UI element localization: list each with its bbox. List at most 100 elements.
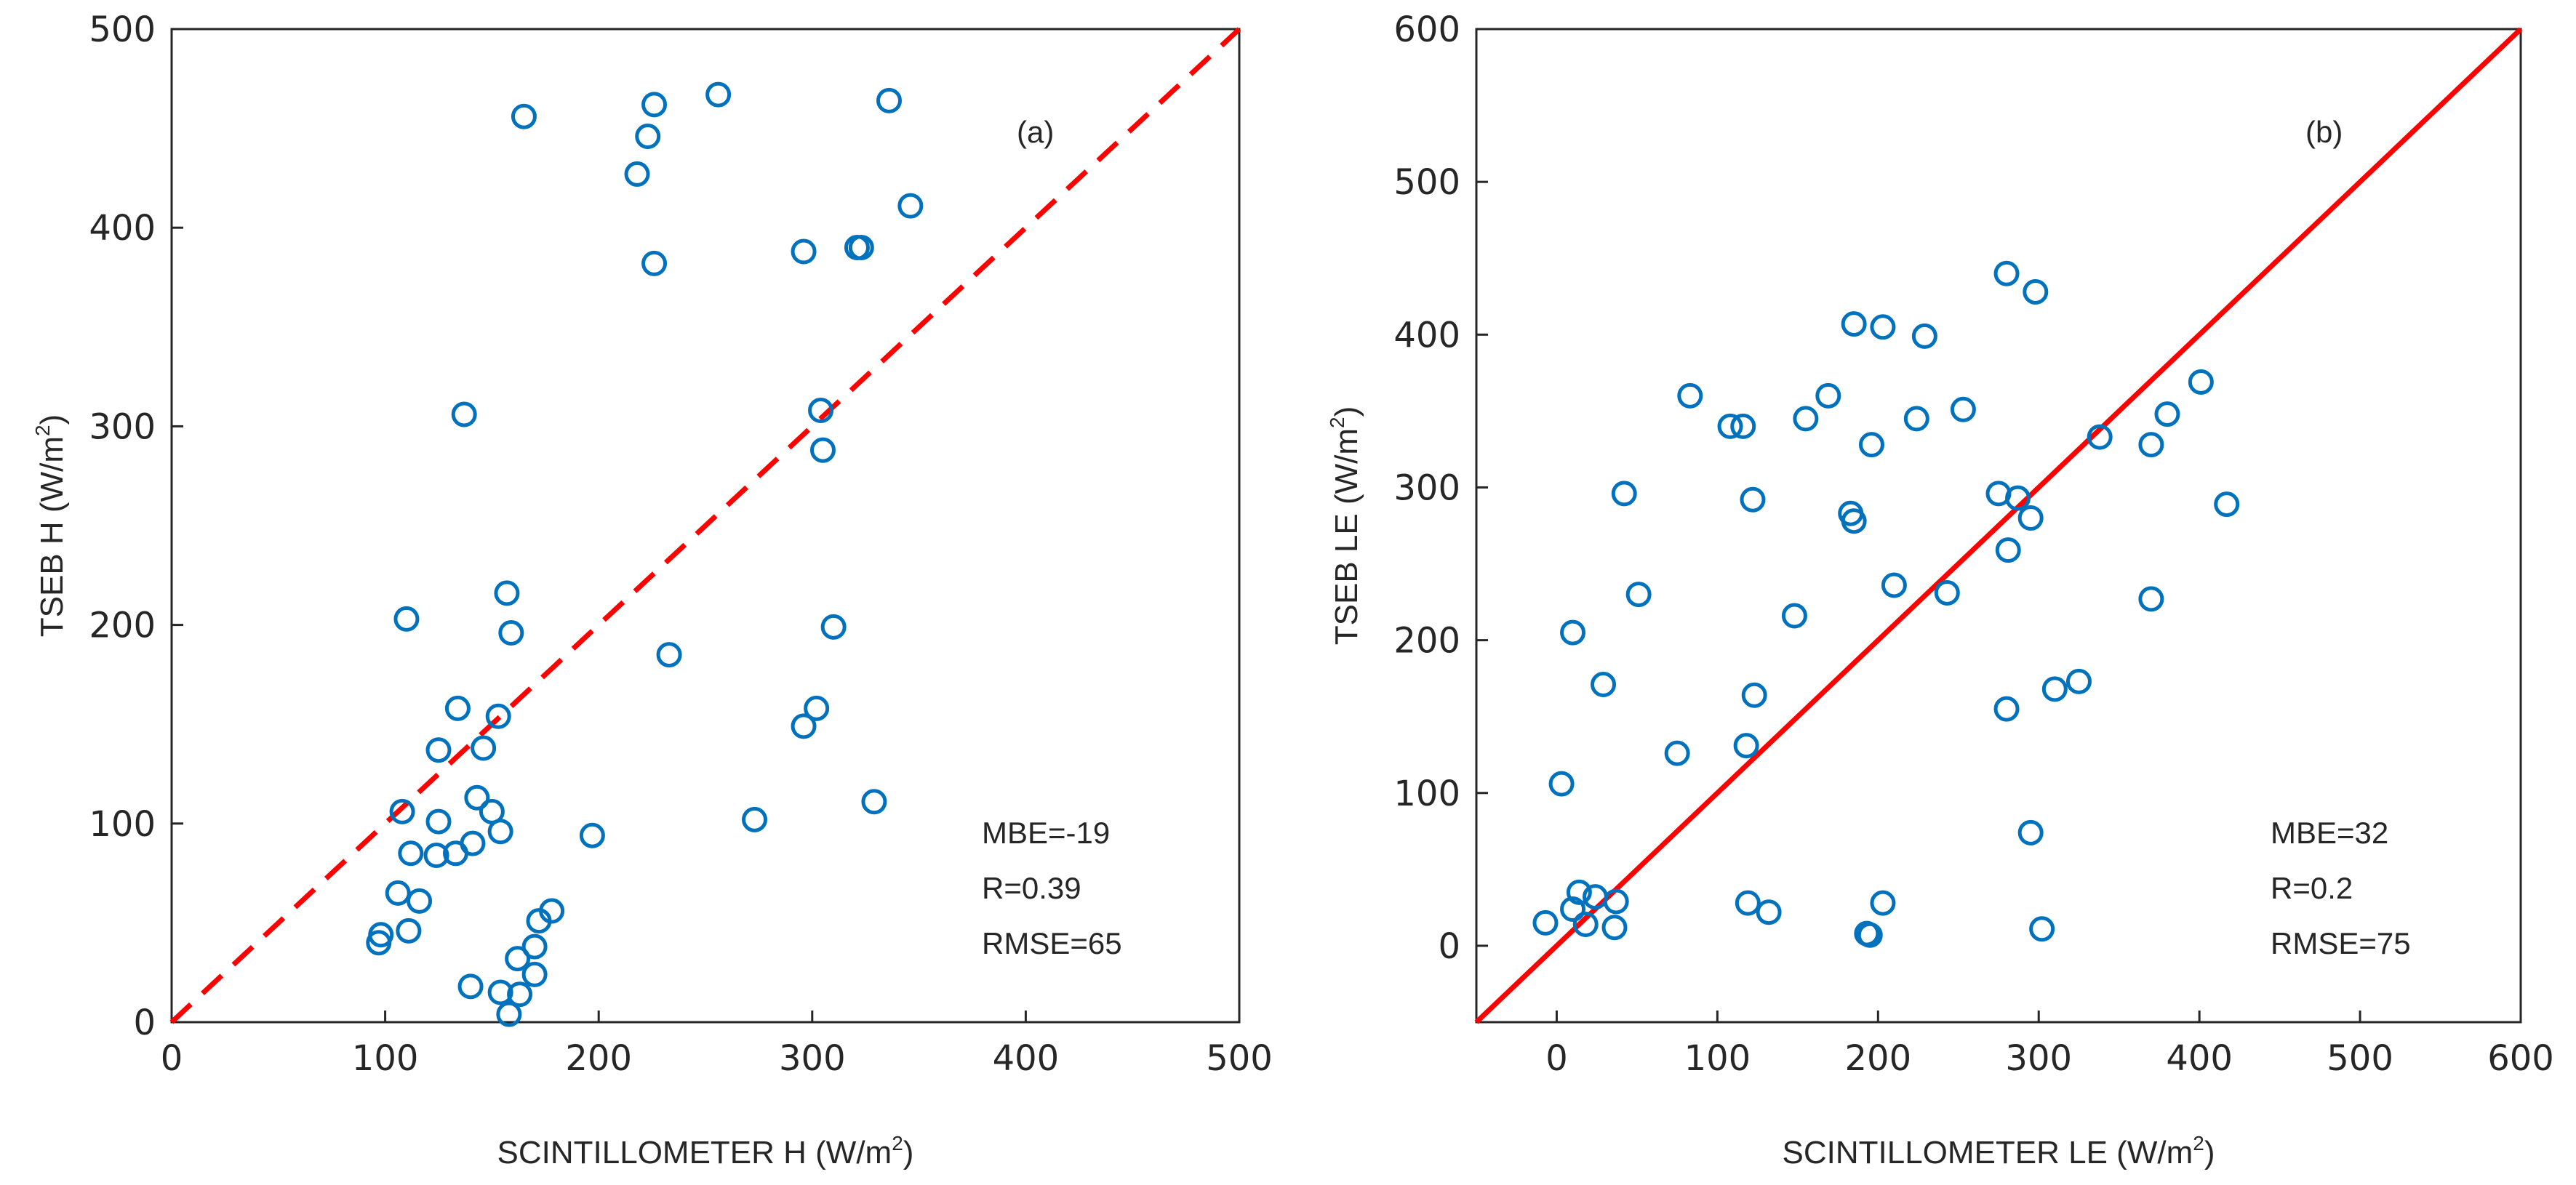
x-tick-label-a-1: 100: [352, 1038, 419, 1079]
data-point-a-5: [624, 161, 650, 187]
data-point-b-5: [2188, 369, 2214, 395]
data-point-a-6: [897, 193, 924, 219]
data-point-b-47: [1601, 915, 1628, 941]
data-point-b-30: [1781, 603, 1807, 629]
x-tick-label-a-2: 200: [565, 1038, 632, 1079]
data-point-a-7: [641, 250, 668, 276]
data-point-a-49: [507, 981, 533, 1008]
x-tick-label-b-6: 600: [2487, 1038, 2554, 1079]
x-tick-label-a-4: 400: [993, 1038, 1060, 1079]
data-point-b-13: [2154, 401, 2180, 427]
data-point-b-17: [1611, 481, 1637, 507]
data-point-a-2: [635, 124, 661, 150]
data-point-b-0: [1993, 260, 2020, 286]
data-point-a-3: [705, 81, 732, 108]
data-point-b-39: [1548, 771, 1575, 797]
data-point-b-20: [2005, 485, 2031, 511]
data-point-b-7: [1815, 382, 1841, 409]
data-point-a-4: [876, 87, 902, 113]
data-point-a-46: [521, 961, 548, 987]
y-tick-label-a-1: 100: [89, 804, 156, 845]
data-point-a-24: [471, 735, 497, 761]
data-point-a-20: [485, 703, 511, 729]
data-point-b-38: [1664, 740, 1690, 766]
reference-line-b: [1474, 27, 2523, 1024]
data-point-b-16: [1858, 432, 1884, 458]
data-point-b-52: [1857, 922, 1883, 948]
data-point-a-19: [444, 695, 471, 721]
y-tick-label-a-5: 500: [89, 9, 156, 50]
data-point-a-31: [861, 789, 887, 815]
data-point-b-18: [1740, 486, 1766, 513]
data-point-a-47: [457, 973, 484, 1000]
data-point-b-31: [1560, 619, 1586, 646]
y-axis-label-b: TSEB LE (W/m2): [1326, 406, 1364, 645]
data-point-a-23: [425, 737, 452, 763]
data-point-b-44: [1560, 896, 1586, 922]
y-tick-label-b-6: 600: [1393, 9, 1460, 50]
y-tick-label-b-4: 400: [1393, 315, 1460, 356]
y-axis-label-a: TSEB H (W/m2): [31, 414, 70, 637]
data-point-a-32: [579, 822, 605, 848]
x-tick-label-b-3: 300: [2005, 1038, 2072, 1079]
data-point-a-0: [511, 103, 537, 129]
data-point-a-43: [366, 930, 392, 956]
data-point-b-53: [2029, 916, 2055, 942]
data-point-a-34: [398, 840, 424, 867]
y-tick-label-a-3: 300: [89, 406, 156, 447]
data-point-b-2: [1841, 311, 1867, 337]
axis-ticks-a: 0 100 200 300 400 500 0 100 200 300 400 500: [89, 9, 1272, 1079]
data-point-a-39: [396, 917, 422, 944]
data-point-a-41: [539, 898, 565, 924]
data-point-a-12: [808, 398, 834, 424]
data-point-a-18: [656, 642, 682, 668]
data-point-a-1: [641, 92, 668, 118]
panel-label-a: (a): [1017, 115, 1054, 149]
y-tick-label-a-0: 0: [133, 1003, 156, 1043]
x-tick-label-a-0: 0: [161, 1038, 183, 1079]
panel-b: 0 100 200 300 400 500 600 0 100 200 300 400 500 600 (…: [1326, 9, 2554, 1170]
x-axis-label-a: SCINTILLOMETER H (W/m2): [497, 1132, 914, 1170]
data-point-a-44: [521, 933, 548, 960]
data-point-b-41: [1566, 879, 1592, 905]
stat-rmse-b: RMSE=75: [2271, 926, 2411, 960]
data-point-b-27: [1934, 579, 1960, 606]
data-point-a-38: [407, 888, 433, 914]
stat-rmse-a: RMSE=65: [982, 926, 1122, 960]
data-point-a-36: [442, 840, 468, 867]
data-point-b-24: [2214, 491, 2240, 518]
data-point-a-45: [505, 946, 531, 972]
data-point-b-50: [1870, 890, 1896, 916]
y-tick-label-a-2: 200: [89, 606, 156, 646]
data-point-a-37: [385, 880, 411, 906]
data-point-b-23: [1841, 508, 1867, 534]
stat-mbe-b: MBE=32: [2271, 816, 2388, 850]
data-point-b-28: [1625, 582, 1652, 608]
data-point-a-35: [423, 843, 449, 869]
data-point-a-25: [464, 784, 490, 811]
data-point-b-35: [1741, 682, 1767, 708]
data-point-b-29: [2138, 586, 2164, 612]
data-point-b-26: [1881, 572, 1907, 598]
x-axis-label-b: SCINTILLOMETER LE (W/m2): [1783, 1132, 2215, 1170]
y-tick-label-b-5: 500: [1393, 162, 1460, 203]
x-tick-label-b-1: 100: [1684, 1038, 1751, 1079]
data-point-b-1: [2023, 278, 2049, 305]
data-point-b-45: [1572, 912, 1599, 938]
data-point-a-48: [487, 979, 513, 1005]
x-tick-label-b-5: 500: [2327, 1038, 2393, 1079]
data-point-a-22: [791, 713, 817, 739]
data-point-b-6: [1677, 382, 1703, 409]
data-point-b-9: [1730, 413, 1756, 439]
data-point-b-40: [2017, 819, 2044, 845]
reference-line-a: [169, 27, 1241, 1024]
data-point-b-36: [1993, 696, 2020, 722]
data-point-b-25: [1995, 537, 2021, 563]
data-point-b-43: [1603, 888, 1629, 915]
y-tick-label-b-3: 300: [1393, 467, 1460, 508]
data-point-b-32: [1591, 672, 1617, 698]
data-point-a-50: [496, 1001, 522, 1027]
data-point-b-34: [2065, 668, 2092, 694]
data-point-b-8: [1717, 413, 1743, 439]
